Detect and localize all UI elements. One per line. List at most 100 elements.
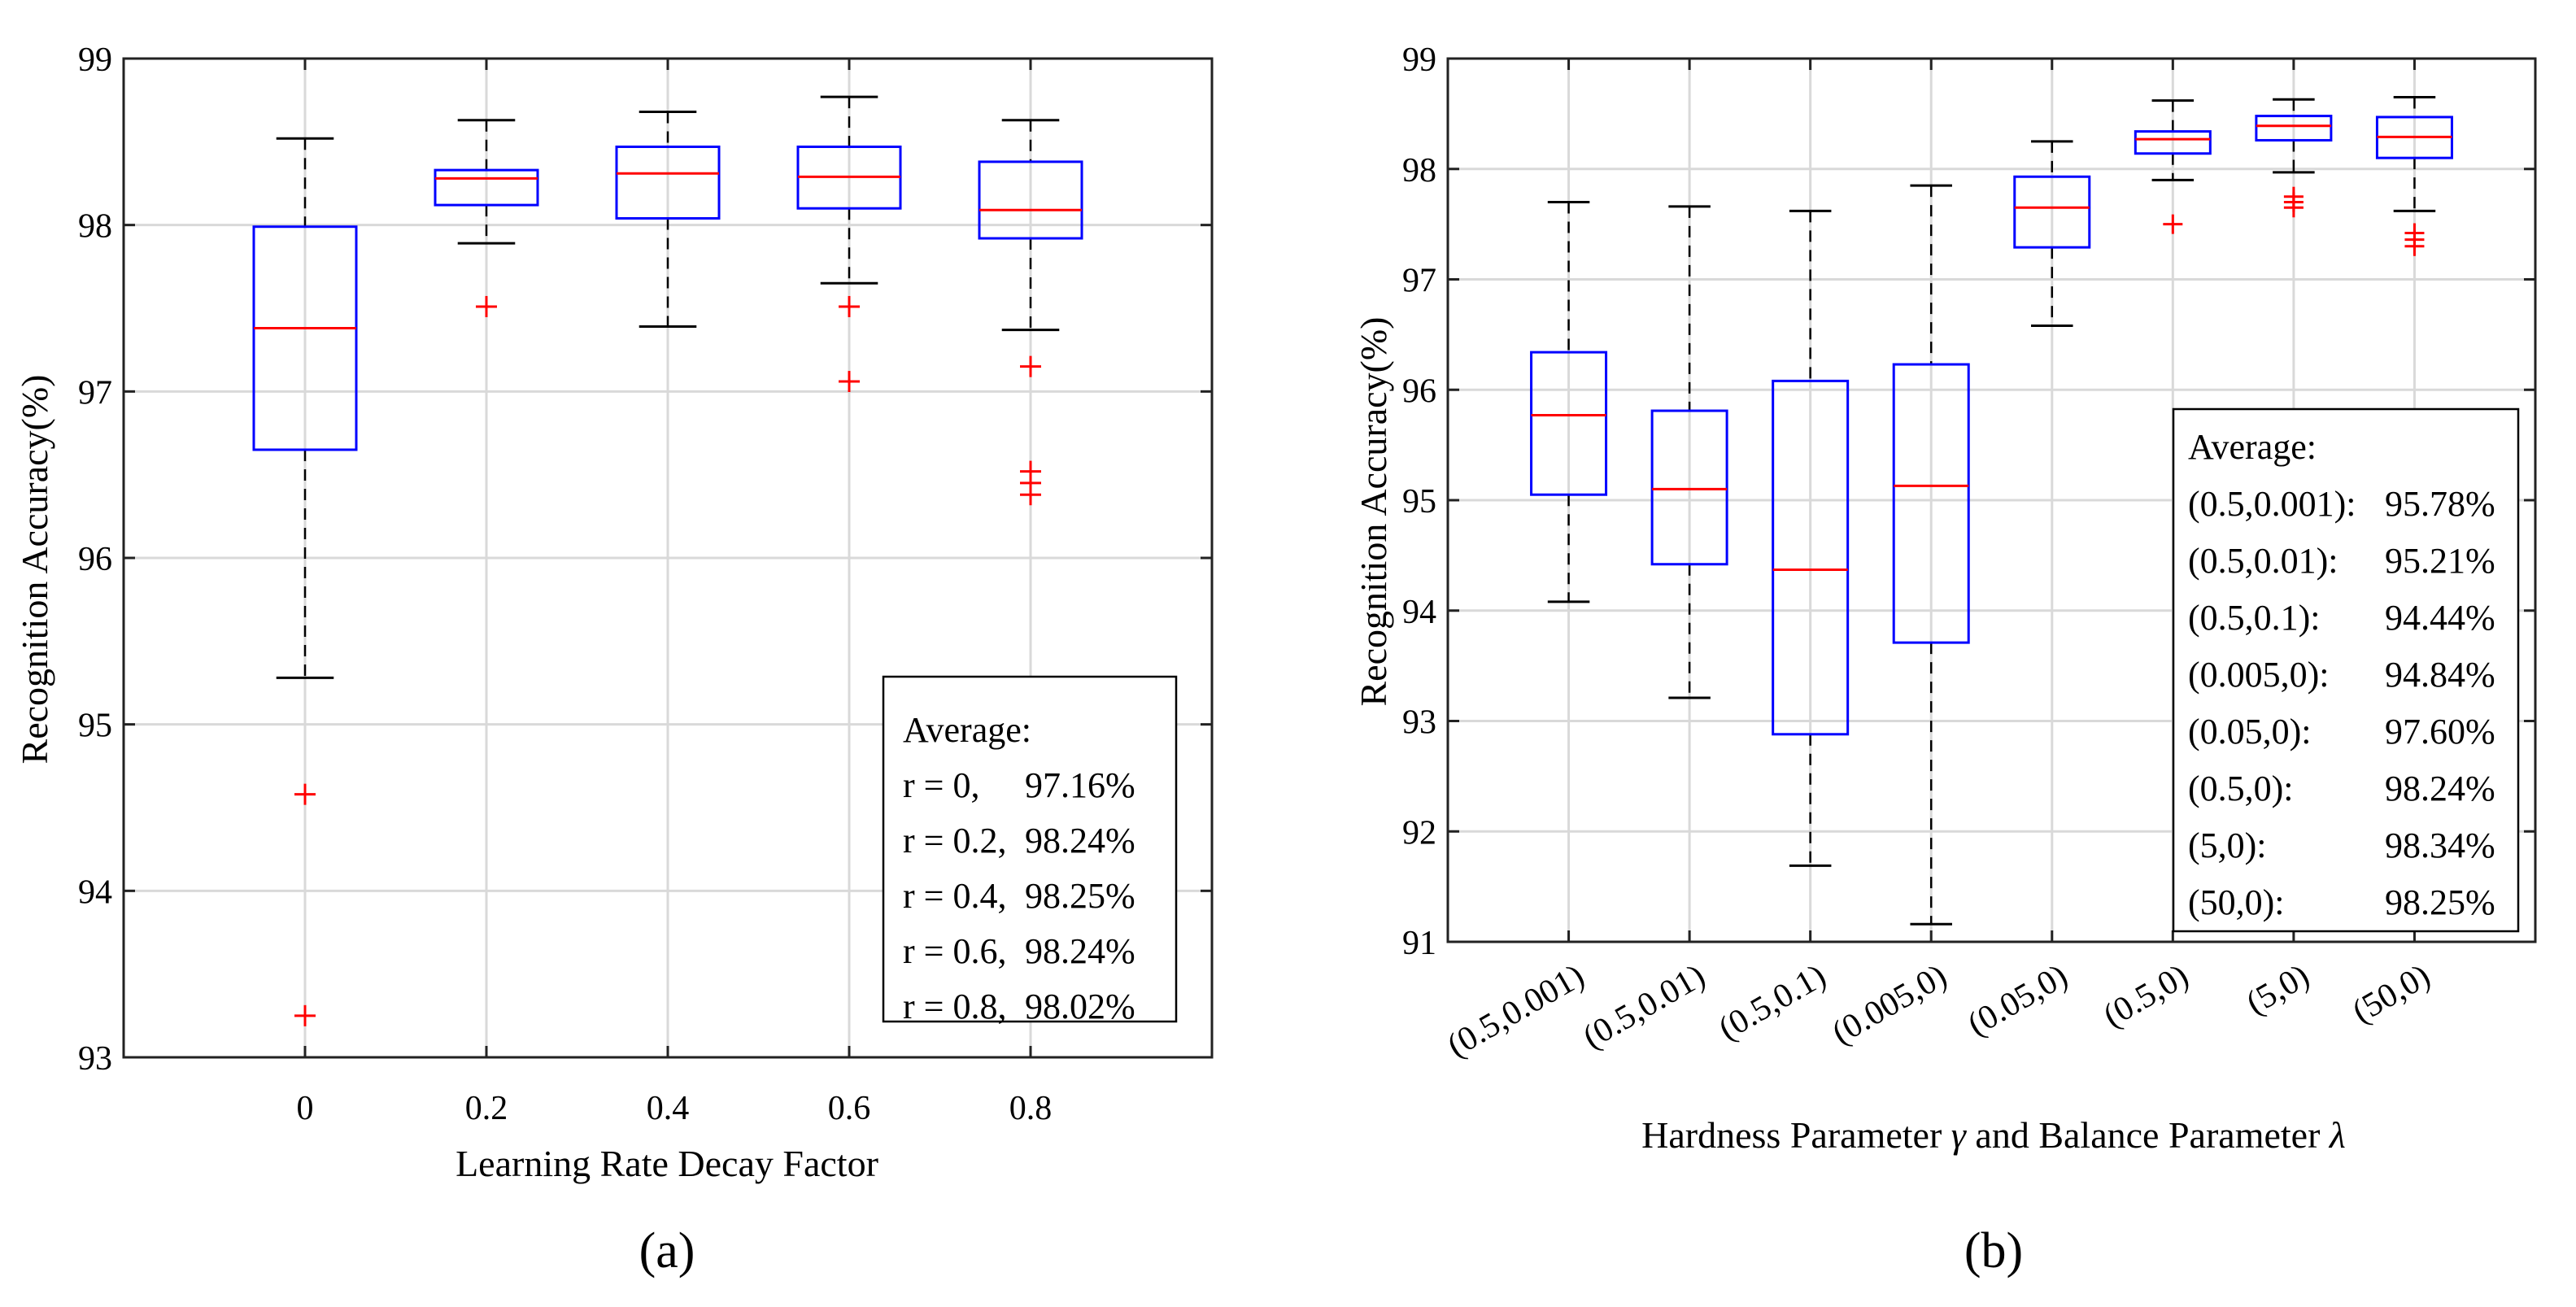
box-0 <box>252 137 358 1026</box>
legend: Average: r = 0, 97.16% r = 0.2, 98.24% r = 0.… <box>882 675 1178 1026</box>
legend-entry-value: 98.24% <box>2385 769 2495 808</box>
legend-entry-value: 97.16% <box>1025 765 1135 805</box>
x-tick-label: (50,0) <box>2347 957 2437 1031</box>
x-axis-label-part: γ <box>1951 1114 1968 1156</box>
legend-entry-value: 94.44% <box>2385 598 2495 638</box>
y-tick-label: 96 <box>78 541 112 578</box>
box-4 <box>2013 140 2091 328</box>
box-iqr <box>1650 409 1728 566</box>
x-tick-label: (5,0) <box>2240 957 2316 1022</box>
y-tick-label: 94 <box>78 874 112 911</box>
x-tick-label: (0.005,0) <box>1826 957 1953 1052</box>
y-tick-label: 96 <box>1402 372 1436 410</box>
box-6 <box>2255 98 2333 218</box>
legend-entry-value: 98.24% <box>1025 931 1135 971</box>
box-iqr <box>252 225 358 451</box>
legend-entry-label: (0.005,0): <box>2188 655 2330 695</box>
box-2 <box>615 110 721 329</box>
box-1 <box>434 119 539 317</box>
y-tick-label: 98 <box>78 208 112 246</box>
legend-entry-value: 98.25% <box>1025 876 1135 916</box>
legend-title: Average: <box>2188 427 2317 467</box>
legend-entry-label: (50,0): <box>2188 882 2285 922</box>
outlier-marker <box>1020 484 1041 506</box>
box-3 <box>796 95 902 393</box>
box-1 <box>1650 205 1728 699</box>
legend-entry-label: r = 0.2, <box>903 821 1006 860</box>
panel-label: (b) <box>1964 1223 2023 1279</box>
legend-entry-label: r = 0.8, <box>903 987 1006 1026</box>
box-2 <box>1772 209 1850 867</box>
box-iqr <box>978 160 1083 240</box>
x-tick-label: 0.4 <box>647 1090 690 1127</box>
box-7 <box>2375 96 2453 256</box>
x-tick-label: 0.8 <box>1009 1090 1053 1127</box>
outlier-marker <box>2163 214 2183 234</box>
legend-entry-label: r = 0.4, <box>903 876 1006 916</box>
legend-entry-value: 98.34% <box>2385 826 2495 865</box>
x-axis-label: Learning Rate Decay Factor <box>455 1143 878 1184</box>
y-tick-label: 99 <box>78 41 112 79</box>
box-iqr <box>1772 379 1850 736</box>
legend-entry-value: 95.21% <box>2385 541 2495 581</box>
legend: Average: (0.5,0.001): 95.78% (0.5,0.01): 95.… <box>2172 407 2520 933</box>
x-tick-label: (0.5,0.01) <box>1577 957 1711 1056</box>
box-4 <box>978 119 1083 506</box>
legend-entry-value: 98.02% <box>1025 987 1135 1026</box>
box-iqr <box>1530 351 1608 496</box>
y-tick-label: 93 <box>1402 704 1436 742</box>
legend-entry-value: 98.24% <box>1025 821 1135 860</box>
y-tick-label: 97 <box>78 374 112 412</box>
legend-frame <box>2172 407 2520 933</box>
legend-entry-label: (0.5,0.001): <box>2188 484 2356 524</box>
x-axis-label-part: and Balance Parameter <box>1966 1114 2330 1156</box>
y-tick-label: 91 <box>1402 925 1436 962</box>
box-iqr <box>2134 130 2212 155</box>
legend-entry-value: 95.78% <box>2385 484 2495 524</box>
box-5 <box>2134 99 2212 234</box>
outlier-marker <box>2283 198 2304 218</box>
legend-frame <box>882 675 1178 1023</box>
outlier-marker <box>294 783 316 805</box>
legend-entry-label: r = 0, <box>903 765 979 805</box>
chart-panel-b: 919293949596979899(0.5,0.001)(0.5,0.01)(… <box>1353 41 2537 1279</box>
x-axis-label-part: Hardness Parameter <box>1641 1114 1951 1156</box>
x-axis-label: Hardness Parameter γ and Balance Paramet… <box>1641 1114 2346 1156</box>
outlier-marker <box>839 295 860 317</box>
box-iqr <box>1892 363 1970 644</box>
box-iqr <box>615 145 721 220</box>
box-iqr <box>434 168 539 207</box>
outlier-marker <box>2404 236 2425 256</box>
box-iqr <box>2255 115 2333 142</box>
legend-entry-label: r = 0.6, <box>903 931 1006 971</box>
y-tick-label: 98 <box>1402 152 1436 190</box>
y-tick-label: 97 <box>1402 263 1436 300</box>
legend-entry-value: 98.25% <box>2385 882 2495 922</box>
y-tick-label: 99 <box>1402 41 1436 79</box>
legend-entry-label: (0.5,0): <box>2188 769 2294 808</box>
x-tick-label: (0.5,0.001) <box>1441 957 1591 1065</box>
legend-title: Average: <box>903 710 1031 750</box>
x-tick-label: 0.6 <box>828 1090 871 1127</box>
x-axis-label-part: λ <box>2328 1114 2346 1156</box>
legend-entry-value: 94.84% <box>2385 655 2495 695</box>
panel-label: (a) <box>639 1223 695 1279</box>
outlier-marker <box>476 295 497 317</box>
y-axis-label: Recognition Accuracy(%) <box>1353 317 1394 707</box>
box-iqr <box>2013 175 2091 249</box>
outlier-marker <box>1020 355 1041 377</box>
legend-entry-label: (5,0): <box>2188 826 2267 865</box>
y-axis-label: Recognition Accuracy(%) <box>14 375 55 765</box>
x-tick-label: (0.5,0) <box>2097 957 2195 1035</box>
legend-entry-label: (0.05,0): <box>2188 712 2312 752</box>
legend-entry-value: 97.60% <box>2385 712 2495 752</box>
x-tick-label: (0.05,0) <box>1962 957 2074 1043</box>
outlier-marker <box>294 1004 316 1026</box>
y-tick-label: 95 <box>78 708 112 745</box>
box-3 <box>1892 184 1970 926</box>
y-tick-label: 93 <box>78 1040 112 1078</box>
y-tick-label: 92 <box>1402 814 1436 852</box>
x-tick-label: 0 <box>297 1090 314 1127</box>
x-tick-label: 0.2 <box>465 1090 508 1127</box>
